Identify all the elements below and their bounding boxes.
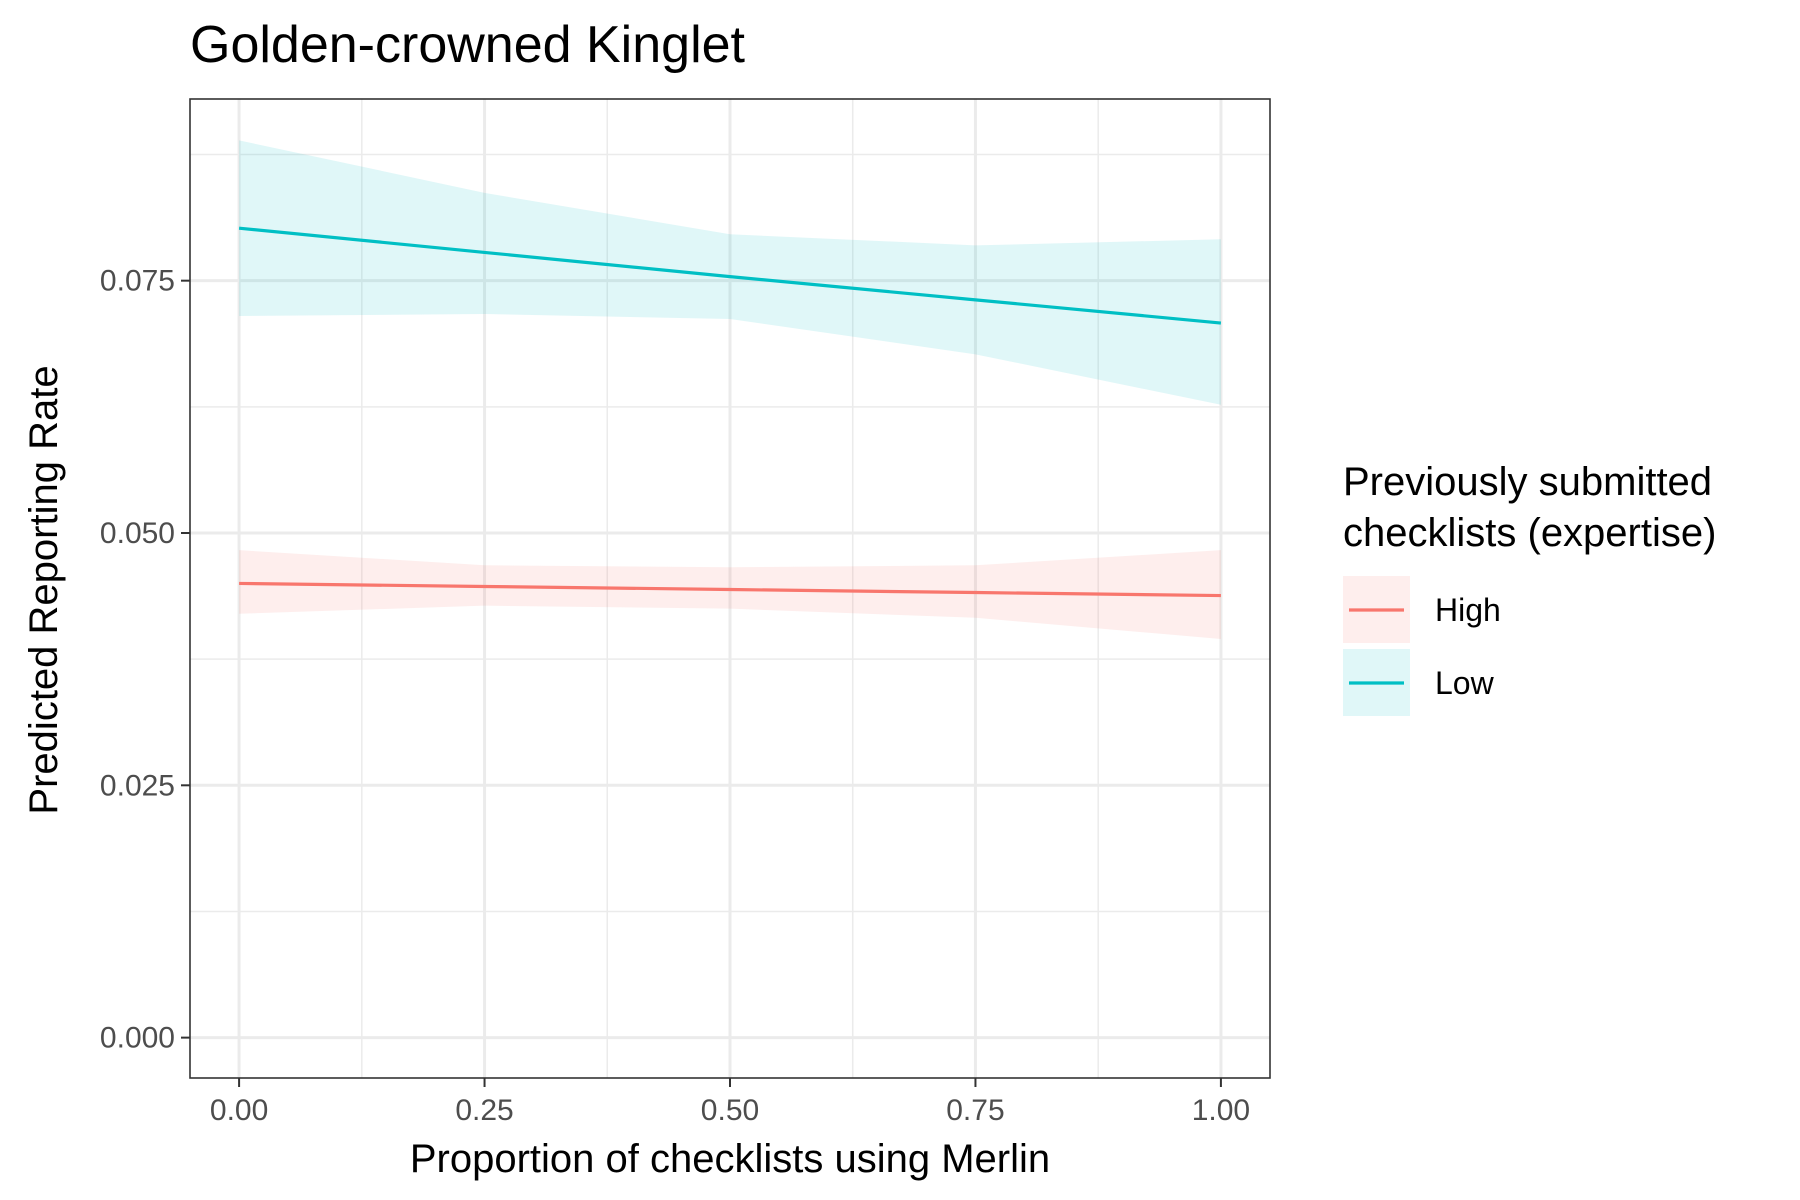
x-tick-label: 1.00 — [1192, 1094, 1250, 1127]
legend-label-low: Low — [1435, 665, 1495, 701]
y-tick-label: 0.050 — [100, 517, 175, 550]
x-tick-label: 0.25 — [455, 1094, 513, 1127]
ci-ribbon-high — [239, 550, 1221, 639]
y-axis-title: Predicted Reporting Rate — [22, 365, 66, 814]
legend-title-line-2: checklists (expertise) — [1343, 511, 1716, 555]
series-line-high — [239, 581, 1221, 598]
y-tick-label: 0.075 — [100, 265, 175, 298]
ci-ribbon-low — [239, 140, 1221, 405]
legend-title-line-1: Previously submitted — [1343, 460, 1712, 504]
y-tick-label: 0.000 — [100, 1022, 175, 1055]
x-tick-label: 0.75 — [946, 1094, 1004, 1127]
series-line-low — [238, 226, 1222, 325]
plot-panel: 0.00 0.25 0.50 0.75 1.00 0.000 0.025 0.050 0.075 — [100, 98, 1271, 1127]
chart-title: Golden-crowned Kinglet — [190, 16, 746, 74]
x-tick-label: 0.50 — [701, 1094, 759, 1127]
legend: Previously submitted checklists (experti… — [1343, 460, 1716, 716]
legend-label-high: High — [1435, 592, 1501, 628]
x-tick-label: 0.00 — [210, 1094, 268, 1127]
x-axis-title: Proportion of checklists using Merlin — [410, 1137, 1050, 1181]
y-tick-label: 0.025 — [100, 769, 175, 802]
legend-keys: High Low — [1343, 576, 1501, 716]
